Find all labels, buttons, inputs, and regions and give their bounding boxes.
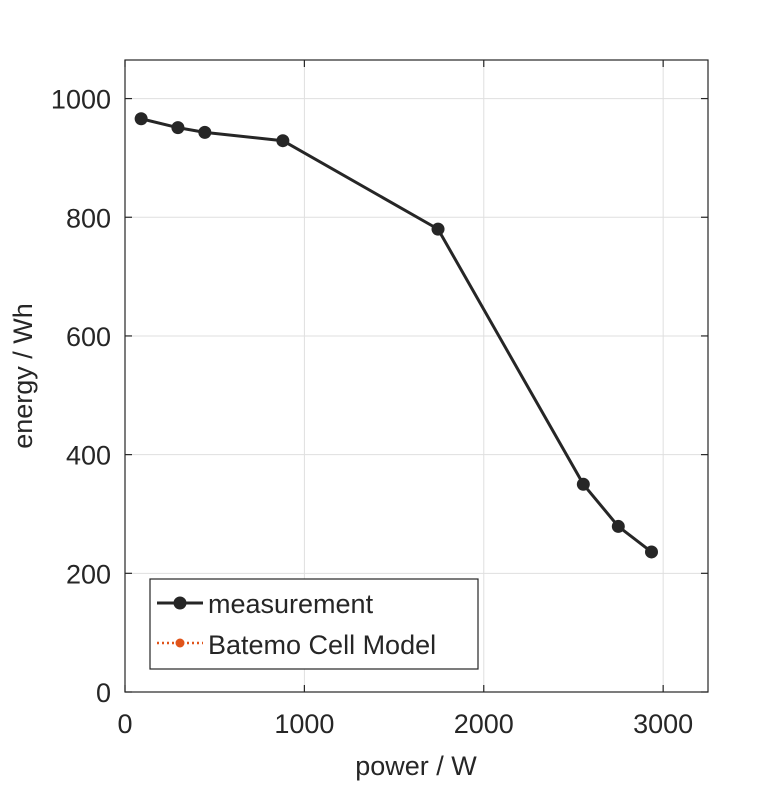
legend-measurement-marker xyxy=(173,596,187,610)
x-tick-label: 3000 xyxy=(633,709,693,739)
legend-model-label: Batemo Cell Model xyxy=(208,630,436,660)
y-tick-label: 1000 xyxy=(51,85,111,115)
legend-model-marker xyxy=(175,638,185,648)
x-tick-label: 2000 xyxy=(454,709,514,739)
data-point xyxy=(171,121,185,135)
data-point xyxy=(644,545,658,559)
legend-box xyxy=(149,578,479,670)
y-tick-label: 200 xyxy=(66,559,111,589)
axes xyxy=(124,59,709,693)
y-tick-label: 600 xyxy=(66,322,111,352)
legend: measurement Batemo Cell Model xyxy=(149,578,479,670)
series-layer xyxy=(134,112,658,559)
data-point xyxy=(611,519,625,533)
plot-frame xyxy=(124,59,709,693)
legend-measurement-label: measurement xyxy=(208,589,374,619)
y-tick-label: 0 xyxy=(96,678,111,708)
grid-lines xyxy=(125,60,708,692)
data-point xyxy=(431,222,445,236)
data-point xyxy=(276,134,290,148)
y-tick-label: 400 xyxy=(66,441,111,471)
y-axis-label: energy / Wh xyxy=(8,303,38,449)
data-point xyxy=(134,112,148,126)
tick-labels: 0 1000 2000 3000 0 200 400 600 800 1000 xyxy=(51,85,693,739)
x-axis-label: power / W xyxy=(355,751,477,781)
data-point xyxy=(198,125,212,139)
x-tick-label: 1000 xyxy=(274,709,334,739)
data-point xyxy=(576,477,590,491)
x-tick-label: 0 xyxy=(117,709,132,739)
y-tick-label: 800 xyxy=(66,203,111,233)
